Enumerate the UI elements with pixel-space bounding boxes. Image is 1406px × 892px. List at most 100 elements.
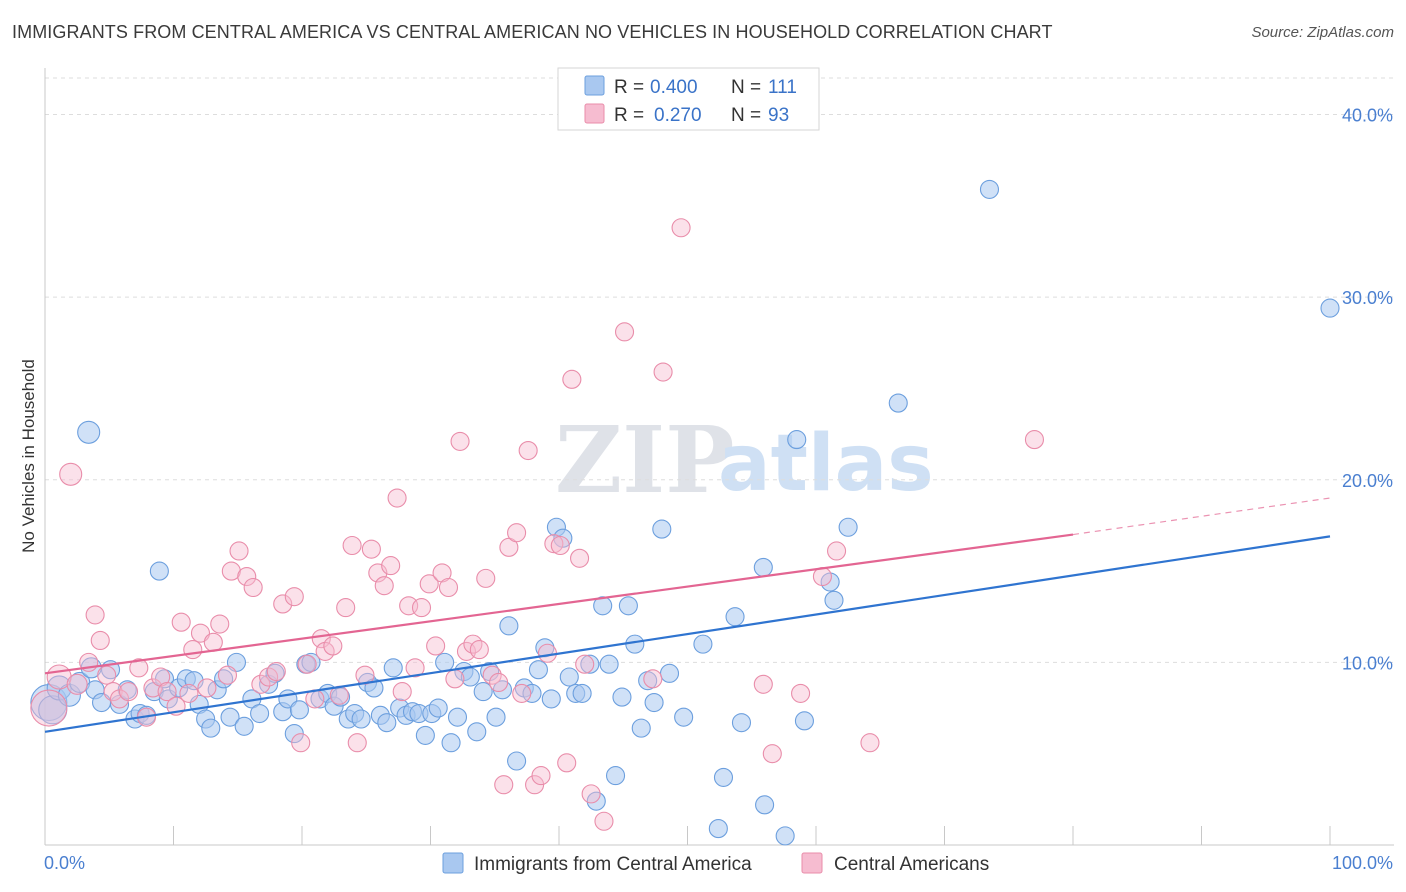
legend-r-value-pink: 0.270 bbox=[654, 105, 702, 126]
point-central-americans-45 bbox=[361, 539, 381, 559]
point-immigrants-85 bbox=[605, 766, 626, 786]
point-immigrants-104 bbox=[794, 711, 814, 731]
point-central-americans-57 bbox=[438, 577, 459, 598]
point-immigrants-46 bbox=[351, 709, 371, 729]
bottom-legend-label-pink: Central Americans bbox=[834, 854, 989, 875]
point-immigrants-70 bbox=[507, 751, 527, 771]
point-central-americans-39 bbox=[323, 636, 343, 656]
point-central-americans-83 bbox=[643, 669, 663, 689]
point-immigrants-69 bbox=[499, 616, 519, 636]
point-central-americans-24 bbox=[217, 665, 238, 685]
y-tick-label-10: 10.0% bbox=[1342, 653, 1393, 673]
point-central-americans-53 bbox=[411, 598, 432, 618]
point-immigrants-109 bbox=[979, 179, 1000, 199]
legend-n-value-blue: 111 bbox=[768, 77, 797, 98]
point-central-americans-54 bbox=[419, 574, 439, 594]
point-central-americans-70 bbox=[518, 440, 538, 461]
watermark-atlas: atlas bbox=[718, 419, 934, 509]
point-central-americans-35 bbox=[297, 654, 317, 674]
point-central-americans-66 bbox=[494, 775, 514, 795]
point-central-americans-65 bbox=[489, 672, 509, 693]
point-immigrants-98 bbox=[725, 607, 745, 627]
point-immigrants-77 bbox=[553, 528, 573, 548]
point-central-americans-77 bbox=[562, 369, 582, 389]
point-central-americans-73 bbox=[537, 643, 557, 663]
point-immigrants-26 bbox=[214, 669, 234, 689]
point-central-americans-78 bbox=[570, 548, 590, 568]
point-central-americans-76 bbox=[557, 753, 577, 773]
point-immigrants-56 bbox=[415, 725, 435, 745]
point-central-americans-33 bbox=[284, 587, 304, 607]
legend-swatch-blue bbox=[584, 75, 605, 96]
point-central-americans-80 bbox=[581, 784, 601, 804]
point-immigrants-84 bbox=[599, 654, 619, 674]
point-immigrants-92 bbox=[652, 519, 672, 539]
trend-line-immigrants bbox=[44, 535, 1331, 733]
series-central-americans-points bbox=[30, 218, 1044, 831]
point-central-americans-7 bbox=[97, 665, 117, 685]
point-immigrants-73 bbox=[528, 660, 548, 680]
point-immigrants-108 bbox=[888, 393, 908, 413]
point-central-americans-62 bbox=[469, 640, 489, 660]
point-immigrants-59 bbox=[435, 652, 455, 672]
point-central-americans-2 bbox=[59, 462, 83, 486]
y-tick-label-20: 20.0% bbox=[1342, 471, 1393, 491]
point-central-americans-0 bbox=[30, 689, 68, 727]
point-immigrants-93 bbox=[659, 663, 680, 683]
watermark: ZIP atlas bbox=[555, 406, 934, 514]
point-immigrants-94 bbox=[674, 707, 694, 727]
point-central-americans-5 bbox=[85, 605, 105, 625]
point-central-americans-59 bbox=[450, 431, 470, 451]
point-immigrants-97 bbox=[713, 767, 734, 787]
point-central-americans-84 bbox=[653, 362, 673, 382]
point-central-americans-42 bbox=[342, 535, 362, 556]
trend-line-central-americans bbox=[44, 533, 1074, 675]
point-central-americans-48 bbox=[381, 556, 401, 576]
point-central-americans-47 bbox=[374, 576, 394, 596]
point-immigrants-29 bbox=[234, 716, 254, 736]
point-central-americans-41 bbox=[336, 598, 356, 618]
point-immigrants-67 bbox=[486, 707, 506, 727]
point-immigrants-81 bbox=[580, 654, 600, 674]
legend-r-value-blue: 0.400 bbox=[650, 77, 698, 98]
point-central-americans-13 bbox=[143, 678, 163, 698]
point-immigrants-101 bbox=[755, 795, 775, 815]
point-central-americans-75 bbox=[550, 535, 570, 556]
point-central-americans-19 bbox=[183, 640, 203, 660]
point-central-americans-26 bbox=[229, 541, 249, 561]
point-central-americans-31 bbox=[266, 661, 286, 682]
point-immigrants-78 bbox=[559, 667, 579, 687]
point-central-americans-58 bbox=[445, 669, 465, 689]
trend-line-central-americans-extension bbox=[1072, 497, 1331, 536]
point-central-americans-17 bbox=[171, 612, 191, 632]
source-credit: Source: ZipAtlas.com bbox=[1251, 24, 1394, 41]
point-central-americans-85 bbox=[671, 218, 691, 238]
point-central-americans-18 bbox=[179, 683, 199, 703]
legend-swatch-pink bbox=[584, 103, 605, 124]
bottom-legend-label-blue: Immigrants from Central America bbox=[474, 854, 752, 875]
point-central-americans-50 bbox=[392, 682, 412, 702]
point-central-americans-25 bbox=[221, 561, 241, 581]
point-central-americans-74 bbox=[544, 534, 564, 554]
point-central-americans-64 bbox=[482, 665, 502, 685]
point-immigrants-107 bbox=[838, 517, 858, 537]
y-tick-label-40: 40.0% bbox=[1342, 106, 1393, 126]
point-immigrants-102 bbox=[775, 826, 795, 846]
point-central-americans-91 bbox=[860, 733, 880, 753]
point-central-americans-43 bbox=[347, 733, 367, 753]
point-central-americans-34 bbox=[291, 733, 311, 753]
point-central-americans-15 bbox=[157, 682, 177, 702]
point-central-americans-49 bbox=[387, 488, 407, 508]
point-central-americans-69 bbox=[512, 683, 532, 703]
point-immigrants-83 bbox=[593, 596, 613, 616]
point-immigrants-87 bbox=[618, 596, 638, 616]
point-immigrants-103 bbox=[787, 430, 807, 450]
point-immigrants-89 bbox=[631, 718, 651, 738]
point-central-americans-22 bbox=[203, 632, 223, 652]
legend-n-label-pink: N = bbox=[731, 105, 761, 126]
point-immigrants-50 bbox=[377, 713, 397, 733]
point-central-americans-68 bbox=[507, 523, 527, 543]
point-central-americans-28 bbox=[243, 577, 263, 598]
point-immigrants-96 bbox=[708, 819, 728, 839]
